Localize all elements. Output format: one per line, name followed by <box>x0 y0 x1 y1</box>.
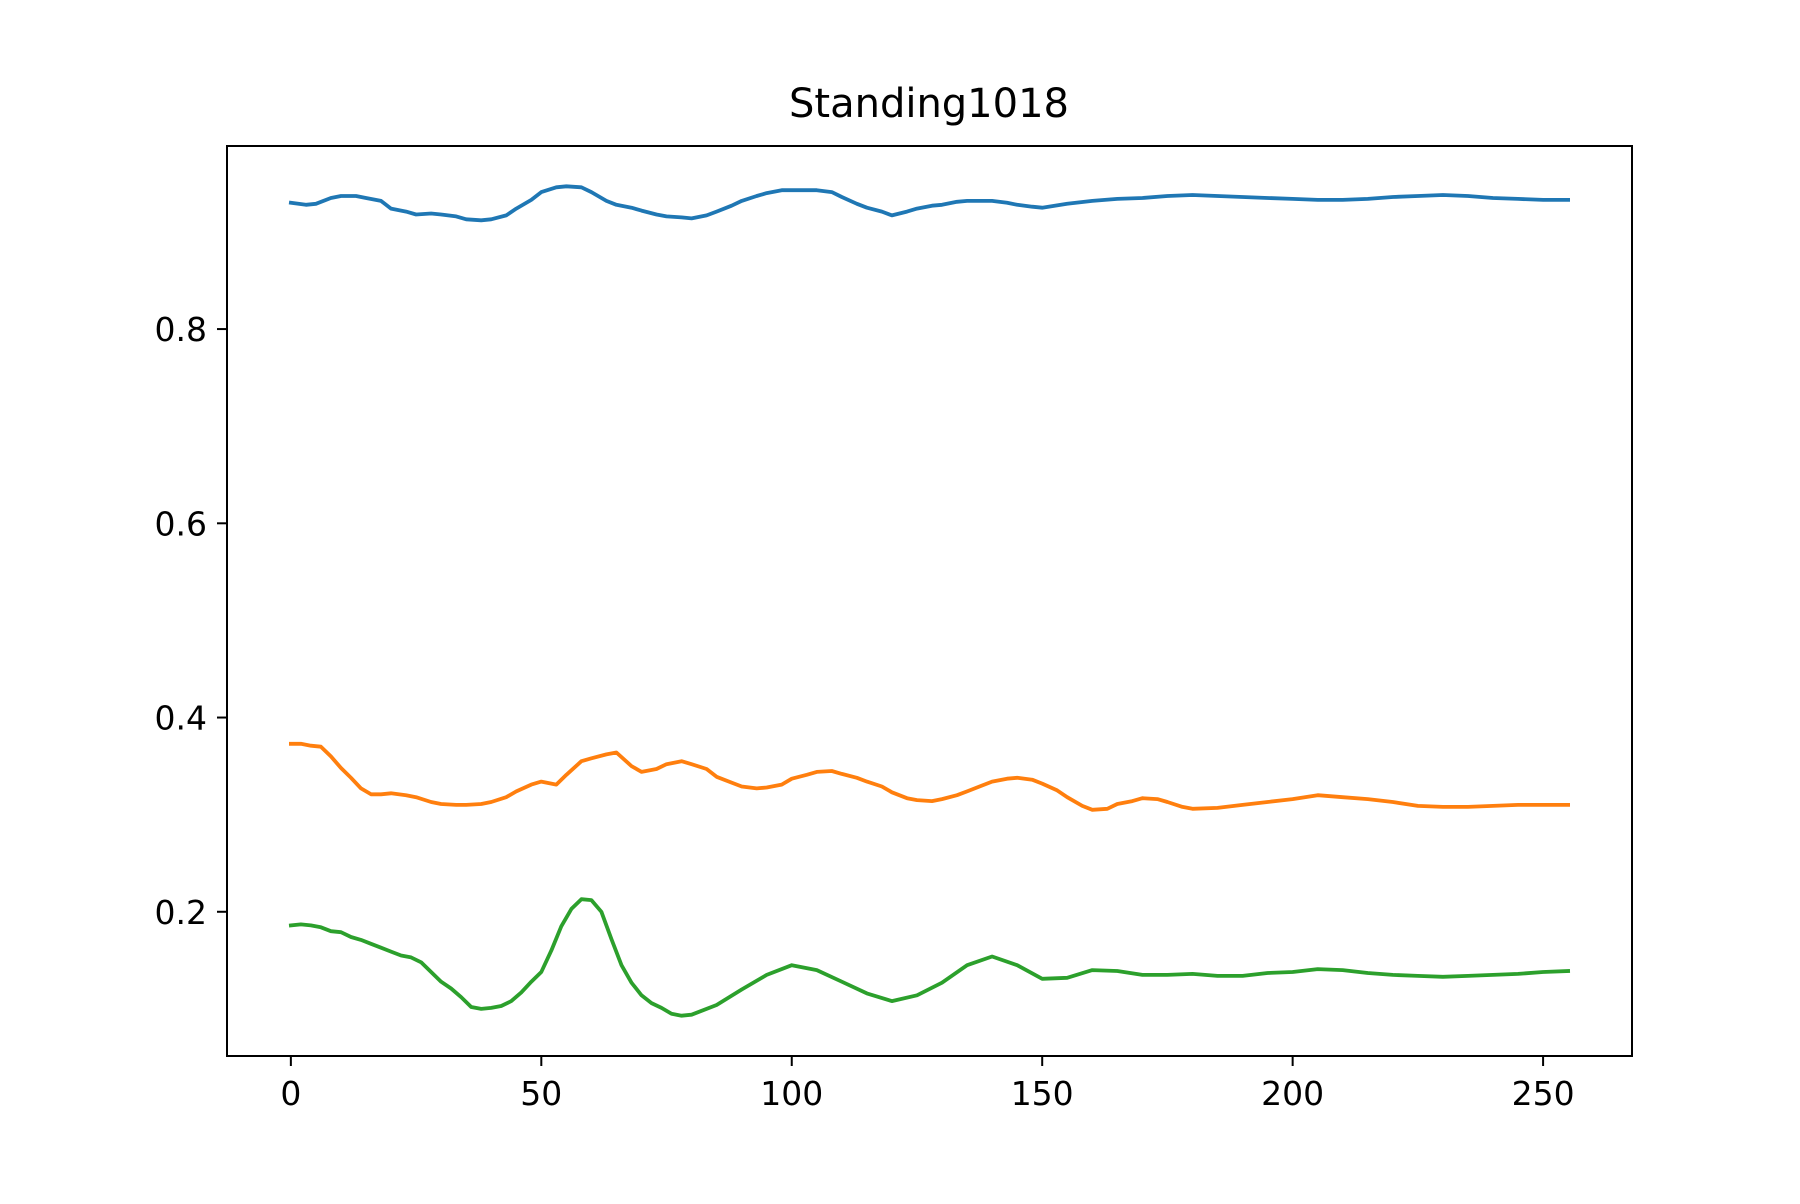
plot-frame <box>226 145 1633 1057</box>
series-line-2 <box>288 741 1570 812</box>
chart-title: Standing1018 <box>789 81 1069 127</box>
series-line-1 <box>288 184 1570 223</box>
x-tick-label: 250 <box>1512 1074 1575 1113</box>
y-axis: 0.2 0.4 0.6 0.8 <box>155 310 227 932</box>
x-tick-label: 0 <box>280 1074 301 1113</box>
y-tick-label: 0.6 <box>155 504 207 543</box>
x-tick-label: 200 <box>1261 1074 1324 1113</box>
x-tick-label: 150 <box>1011 1074 1074 1113</box>
series-layer <box>288 184 1571 1018</box>
y-tick-label: 0.4 <box>155 699 207 738</box>
x-axis: 0 50 100 150 200 250 <box>280 1056 1575 1113</box>
x-tick-label: 100 <box>760 1074 823 1113</box>
plot-area <box>227 146 1632 1056</box>
x-tick-label: 50 <box>520 1074 562 1113</box>
series-line-3 <box>288 897 1571 1018</box>
y-tick-label: 0.2 <box>155 893 207 932</box>
y-tick-label: 0.8 <box>155 310 207 349</box>
